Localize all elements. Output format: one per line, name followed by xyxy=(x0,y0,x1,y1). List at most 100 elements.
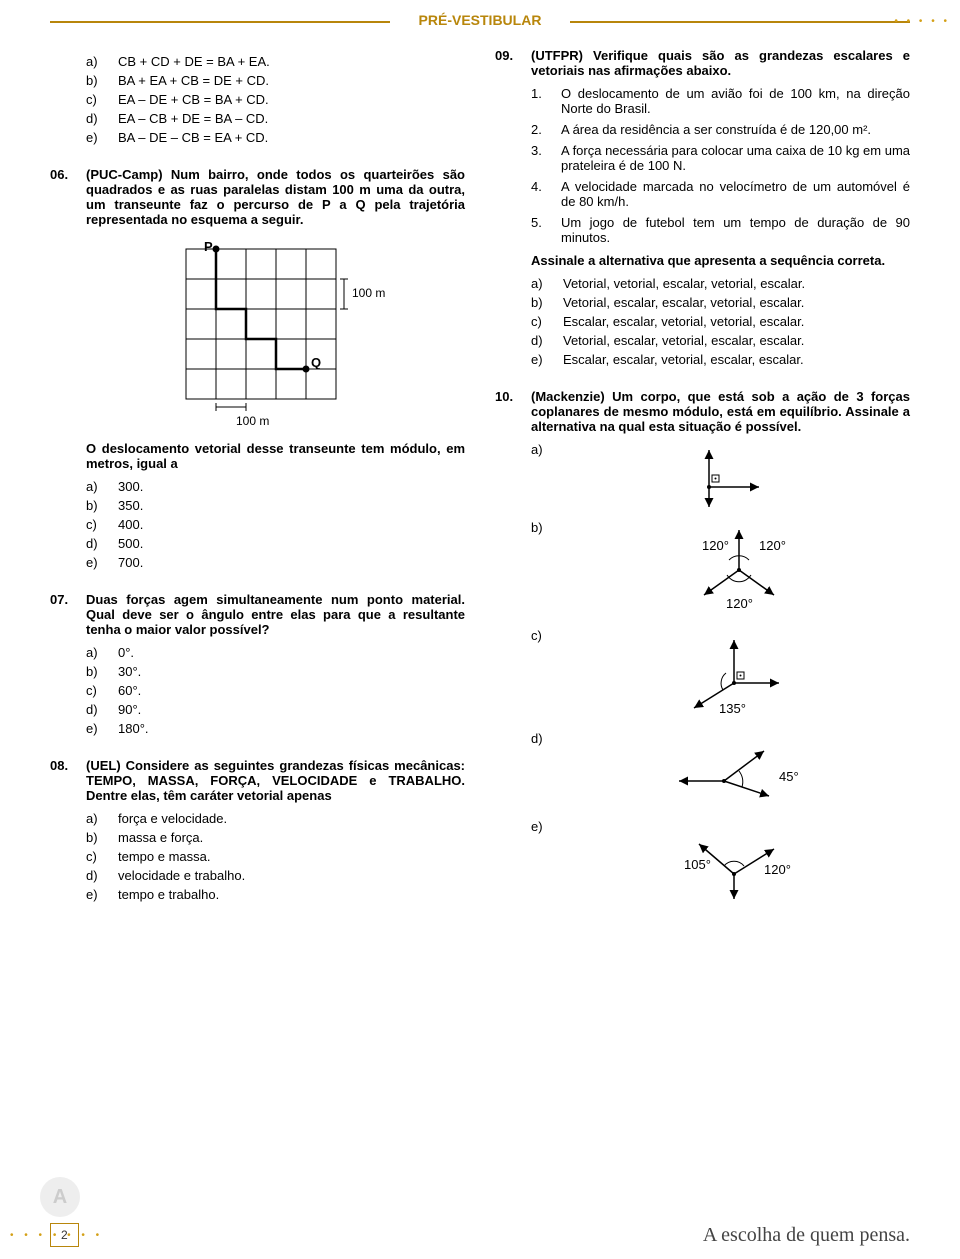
q09-statements: 1. O deslocamento de um avião foi de 100 … xyxy=(531,86,910,245)
question-number: 10. xyxy=(495,389,521,912)
opt-label: d) xyxy=(86,702,108,717)
opt-label: b) xyxy=(86,73,108,88)
question-09: 09. (UTFPR) Verifique quais são as grand… xyxy=(495,48,910,371)
opt-label: a) xyxy=(86,811,108,826)
footer-logo-icon: A xyxy=(40,1177,80,1217)
opt-text: força e velocidade. xyxy=(118,811,227,826)
opt-label: c) xyxy=(86,92,108,107)
opt-text: tempo e massa. xyxy=(118,849,211,864)
opt-text: 300. xyxy=(118,479,143,494)
q10-opt-a: a) xyxy=(531,442,910,512)
question-number: 06. xyxy=(50,167,76,574)
question-08: 08. (UEL) Considere as seguintes grandez… xyxy=(50,758,465,906)
question-number: 08. xyxy=(50,758,76,906)
stmt-text: A área da residência a ser construída é … xyxy=(561,122,871,137)
q06-options: a)300. b)350. c)400. d)500. e)700. xyxy=(86,479,465,570)
opt-text: massa e força. xyxy=(118,830,203,845)
opt-text: Vetorial, escalar, vetorial, escalar, es… xyxy=(563,333,804,348)
opt-text: 0°. xyxy=(118,645,134,660)
p-label: P xyxy=(204,239,213,254)
opt-label: d) xyxy=(531,333,553,348)
q10-opt-c: c) 135° xyxy=(531,628,910,723)
opt-label: c) xyxy=(531,628,553,643)
opt-text: EA – CB + DE = BA – CD. xyxy=(118,111,268,126)
opt-text: 90°. xyxy=(118,702,141,717)
question-07: 07. Duas forças agem simultaneamente num… xyxy=(50,592,465,740)
opt-label: a) xyxy=(86,54,108,69)
opt-label: a) xyxy=(531,442,553,457)
q07-options: a)0°. b)30°. c)60°. d)90°. e)180°. xyxy=(86,645,465,736)
footer-slogan: A escolha de quem pensa. xyxy=(703,1224,910,1247)
opt-text: CB + CD + DE = BA + EA. xyxy=(118,54,270,69)
opt-text: EA – DE + CB = BA + CD. xyxy=(118,92,269,107)
opt-label: c) xyxy=(86,683,108,698)
angle-label: 120° xyxy=(726,596,753,611)
opt-label: d) xyxy=(531,731,553,746)
stmt-text: A velocidade marcada no velocímetro de u… xyxy=(561,179,910,209)
opt-text: Escalar, escalar, vetorial, vetorial, es… xyxy=(563,314,804,329)
stmt-text: A força necessária para colocar uma caix… xyxy=(561,143,910,173)
q05-options: a)CB + CD + DE = BA + EA. b)BA + EA + CB… xyxy=(86,54,465,145)
opt-label: c) xyxy=(86,849,108,864)
angle-label: 120° xyxy=(759,538,786,553)
q06-figure: P Q 100 m 100 m xyxy=(86,239,465,429)
opt-text: tempo e trabalho. xyxy=(118,887,219,902)
opt-label: a) xyxy=(86,479,108,494)
force-diagram-c: 135° xyxy=(659,628,819,723)
angle-label: 120° xyxy=(764,862,791,877)
header-rule-left xyxy=(50,21,390,23)
q-label: Q xyxy=(311,355,321,370)
opt-label: c) xyxy=(531,314,553,329)
stmt-num: 3. xyxy=(531,143,551,173)
question-text: Duas forças agem simultaneamente num pon… xyxy=(86,592,465,637)
stmt-num: 4. xyxy=(531,179,551,209)
opt-text: Escalar, escalar, vetorial, escalar, esc… xyxy=(563,352,804,367)
question-after: O deslocamento vetorial desse transeunte… xyxy=(86,441,465,471)
force-diagram-b: 120° 120° 120° xyxy=(654,520,824,620)
stmt-num: 5. xyxy=(531,215,551,245)
force-diagram-e: 105° 120° xyxy=(644,819,834,904)
opt-text: 30°. xyxy=(118,664,141,679)
opt-text: BA – DE – CB = EA + CD. xyxy=(118,130,268,145)
opt-label: b) xyxy=(531,295,553,310)
side-measure: 100 m xyxy=(352,286,385,300)
opt-label: e) xyxy=(86,130,108,145)
stmt-num: 1. xyxy=(531,86,551,116)
q09-subhead: Assinale a alternativa que apresenta a s… xyxy=(531,253,910,268)
force-diagram-d: 45° xyxy=(654,731,824,811)
opt-label: e) xyxy=(86,555,108,570)
question-text: (PUC-Camp) Num bairro, onde todos os qua… xyxy=(86,167,465,227)
left-column: a)CB + CD + DE = BA + EA. b)BA + EA + CB… xyxy=(50,48,465,930)
right-column: 09. (UTFPR) Verifique quais são as grand… xyxy=(495,48,910,930)
opt-label: b) xyxy=(86,498,108,513)
opt-text: 60°. xyxy=(118,683,141,698)
angle-label: 45° xyxy=(779,769,799,784)
page-footer: A • • • • • • • 2 A escolha de quem pens… xyxy=(50,1223,910,1247)
opt-label: d) xyxy=(86,868,108,883)
opt-text: 350. xyxy=(118,498,143,513)
q10-opt-e: e) 105° 120° xyxy=(531,819,910,904)
force-diagram-a xyxy=(679,442,799,512)
header-rule-right xyxy=(570,21,910,23)
stmt-num: 2. xyxy=(531,122,551,137)
opt-label: e) xyxy=(531,819,553,834)
opt-text: Vetorial, escalar, escalar, vetorial, es… xyxy=(563,295,804,310)
opt-text: 180°. xyxy=(118,721,149,736)
opt-label: b) xyxy=(86,830,108,845)
opt-label: e) xyxy=(531,352,553,367)
stmt-text: Um jogo de futebol tem um tempo de duraç… xyxy=(561,215,910,245)
footer-dots: • • • • • • • xyxy=(10,1230,103,1241)
opt-text: 500. xyxy=(118,536,143,551)
question-number: 09. xyxy=(495,48,521,371)
angle-label: 105° xyxy=(684,857,711,872)
bottom-measure: 100 m xyxy=(236,414,269,428)
question-text: (UEL) Considere as seguintes grandezas f… xyxy=(86,758,465,803)
opt-label: d) xyxy=(86,111,108,126)
stmt-text: O deslocamento de um avião foi de 100 km… xyxy=(561,86,910,116)
opt-label: d) xyxy=(86,536,108,551)
grid-diagram: P Q 100 m 100 m xyxy=(166,239,386,429)
header-dots: • • • • • xyxy=(894,16,950,27)
q08-options: a) força e velocidade. b) massa e força. c… xyxy=(86,811,465,902)
opt-label: a) xyxy=(531,276,553,291)
opt-label: a) xyxy=(86,645,108,660)
